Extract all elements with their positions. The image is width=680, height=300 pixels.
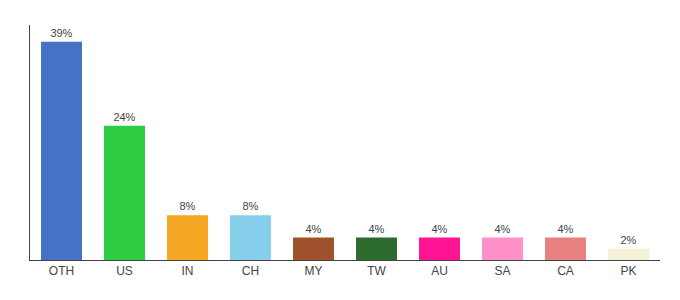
svg-text:24%: 24% (113, 111, 135, 123)
svg-text:4%: 4% (305, 223, 321, 235)
svg-text:IN: IN (182, 264, 194, 278)
svg-text:4%: 4% (557, 223, 573, 235)
svg-text:2%: 2% (620, 234, 636, 246)
svg-text:4%: 4% (494, 223, 510, 235)
svg-text:US: US (116, 264, 133, 278)
svg-text:OTH: OTH (49, 264, 74, 278)
svg-text:TW: TW (367, 264, 386, 278)
svg-text:4%: 4% (368, 223, 384, 235)
svg-text:MY: MY (305, 264, 323, 278)
svg-text:8%: 8% (179, 200, 195, 212)
svg-text:AU: AU (431, 264, 448, 278)
svg-text:39%: 39% (50, 27, 72, 39)
svg-text:PK: PK (620, 264, 636, 278)
svg-text:SA: SA (494, 264, 510, 278)
svg-text:CA: CA (557, 264, 574, 278)
svg-text:CH: CH (242, 264, 259, 278)
svg-text:8%: 8% (242, 200, 258, 212)
svg-text:4%: 4% (431, 223, 447, 235)
